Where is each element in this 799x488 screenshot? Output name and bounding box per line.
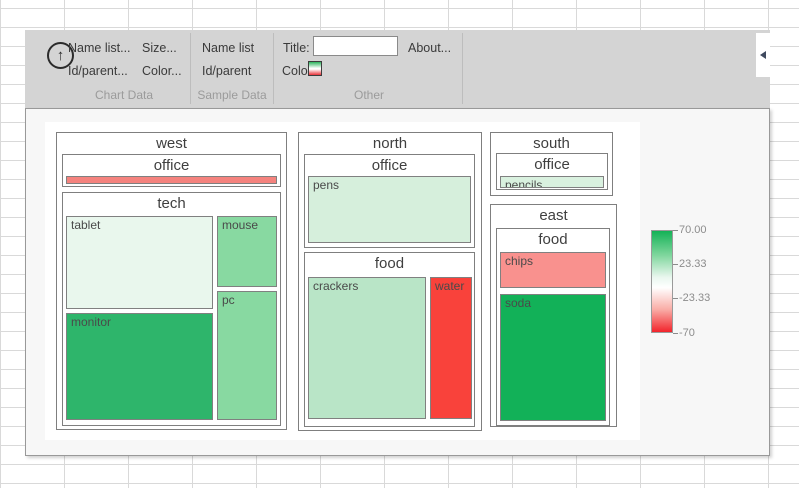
leaf-label: pc (222, 293, 235, 307)
treemap-subgroup-title: office (534, 156, 570, 173)
tick-mark (673, 263, 678, 265)
treemap-leaf-pc[interactable]: pc (217, 291, 277, 420)
treemap-subgroup-title: food (538, 231, 568, 248)
treemap-leaf-west-office-item[interactable] (66, 176, 277, 184)
treemap-leaf-water[interactable]: water (430, 277, 472, 419)
treemap-subgroup-title: office (153, 157, 190, 174)
treemap-group-title: south (533, 135, 570, 152)
chart-data-name-list-button[interactable]: Name list... (68, 41, 131, 55)
collapse-toolbar-button[interactable] (756, 33, 770, 77)
treemap-subgroup-title: food (374, 255, 405, 272)
treemap-subgroup-title: office (371, 157, 408, 174)
up-arrow-icon: ↑ (56, 47, 65, 64)
sample-data-name-list-button[interactable]: Name list (202, 41, 255, 55)
leaf-label: soda (505, 296, 532, 310)
sample-data-group-label: Sample Data (197, 88, 267, 102)
legend-tick-upper: 23.33 (673, 257, 707, 271)
tick-mark (673, 332, 678, 334)
leaf-label: monitor (71, 315, 112, 329)
group-separator (190, 33, 191, 104)
treemap-leaf-chips[interactable]: chips (500, 252, 606, 288)
chart-data-color-button[interactable]: Color... (142, 64, 182, 78)
title-input[interactable] (313, 36, 398, 56)
leaf-label: crackers (313, 279, 359, 293)
treemap-leaf-soda[interactable]: soda (500, 294, 606, 421)
legend-tick-min: -70 (673, 326, 695, 340)
treemap-leaf-tablet[interactable]: tablet (66, 216, 213, 309)
treemap-leaf-monitor[interactable]: monitor (66, 313, 213, 420)
leaf-label: water (435, 279, 465, 293)
treemap-group-title: east (539, 207, 568, 224)
leaf-label: pens (313, 178, 340, 192)
treemap-subgroup-title: tech (157, 195, 186, 212)
leaf-label: pencils (505, 178, 543, 188)
leaf-label: chips (505, 254, 534, 268)
chevron-left-icon (760, 51, 766, 59)
sample-data-id-parent-button[interactable]: Id/parent (202, 64, 252, 78)
legend-tick-lower: -23.33 (673, 291, 710, 305)
tick-mark (673, 297, 678, 299)
tick-mark (673, 229, 678, 231)
color-scale-swatch[interactable] (308, 61, 322, 76)
legend-tick-max: 70.00 (673, 223, 707, 237)
group-separator (273, 33, 274, 104)
leaf-label: tablet (71, 218, 101, 232)
about-button[interactable]: About... (408, 41, 452, 55)
treemap-leaf-pens[interactable]: pens (308, 176, 471, 243)
treemap-leaf-pencils[interactable]: pencils (500, 176, 604, 188)
leaf-label: mouse (222, 218, 259, 232)
other-group-label: Other (353, 88, 384, 102)
treemap-group-title: north (372, 135, 408, 152)
treemap-leaf-mouse[interactable]: mouse (217, 216, 277, 287)
chart-data-id-parent-button[interactable]: Id/parent... (68, 64, 128, 78)
chart-data-size-button[interactable]: Size... (142, 41, 177, 55)
chart-data-group-label: Chart Data (94, 88, 154, 102)
up-arrow-button[interactable]: ↑ (47, 42, 74, 69)
color-legend-gradient (651, 230, 673, 333)
title-field-label: Title: (283, 41, 310, 55)
treemap-leaf-crackers[interactable]: crackers (308, 277, 426, 419)
group-separator (462, 33, 463, 104)
addin-toolbar: ↑ Name list... Size... Id/parent... Colo… (25, 30, 770, 108)
color-field-label: Color: (282, 64, 316, 78)
treemap-group-title: west (156, 135, 187, 152)
